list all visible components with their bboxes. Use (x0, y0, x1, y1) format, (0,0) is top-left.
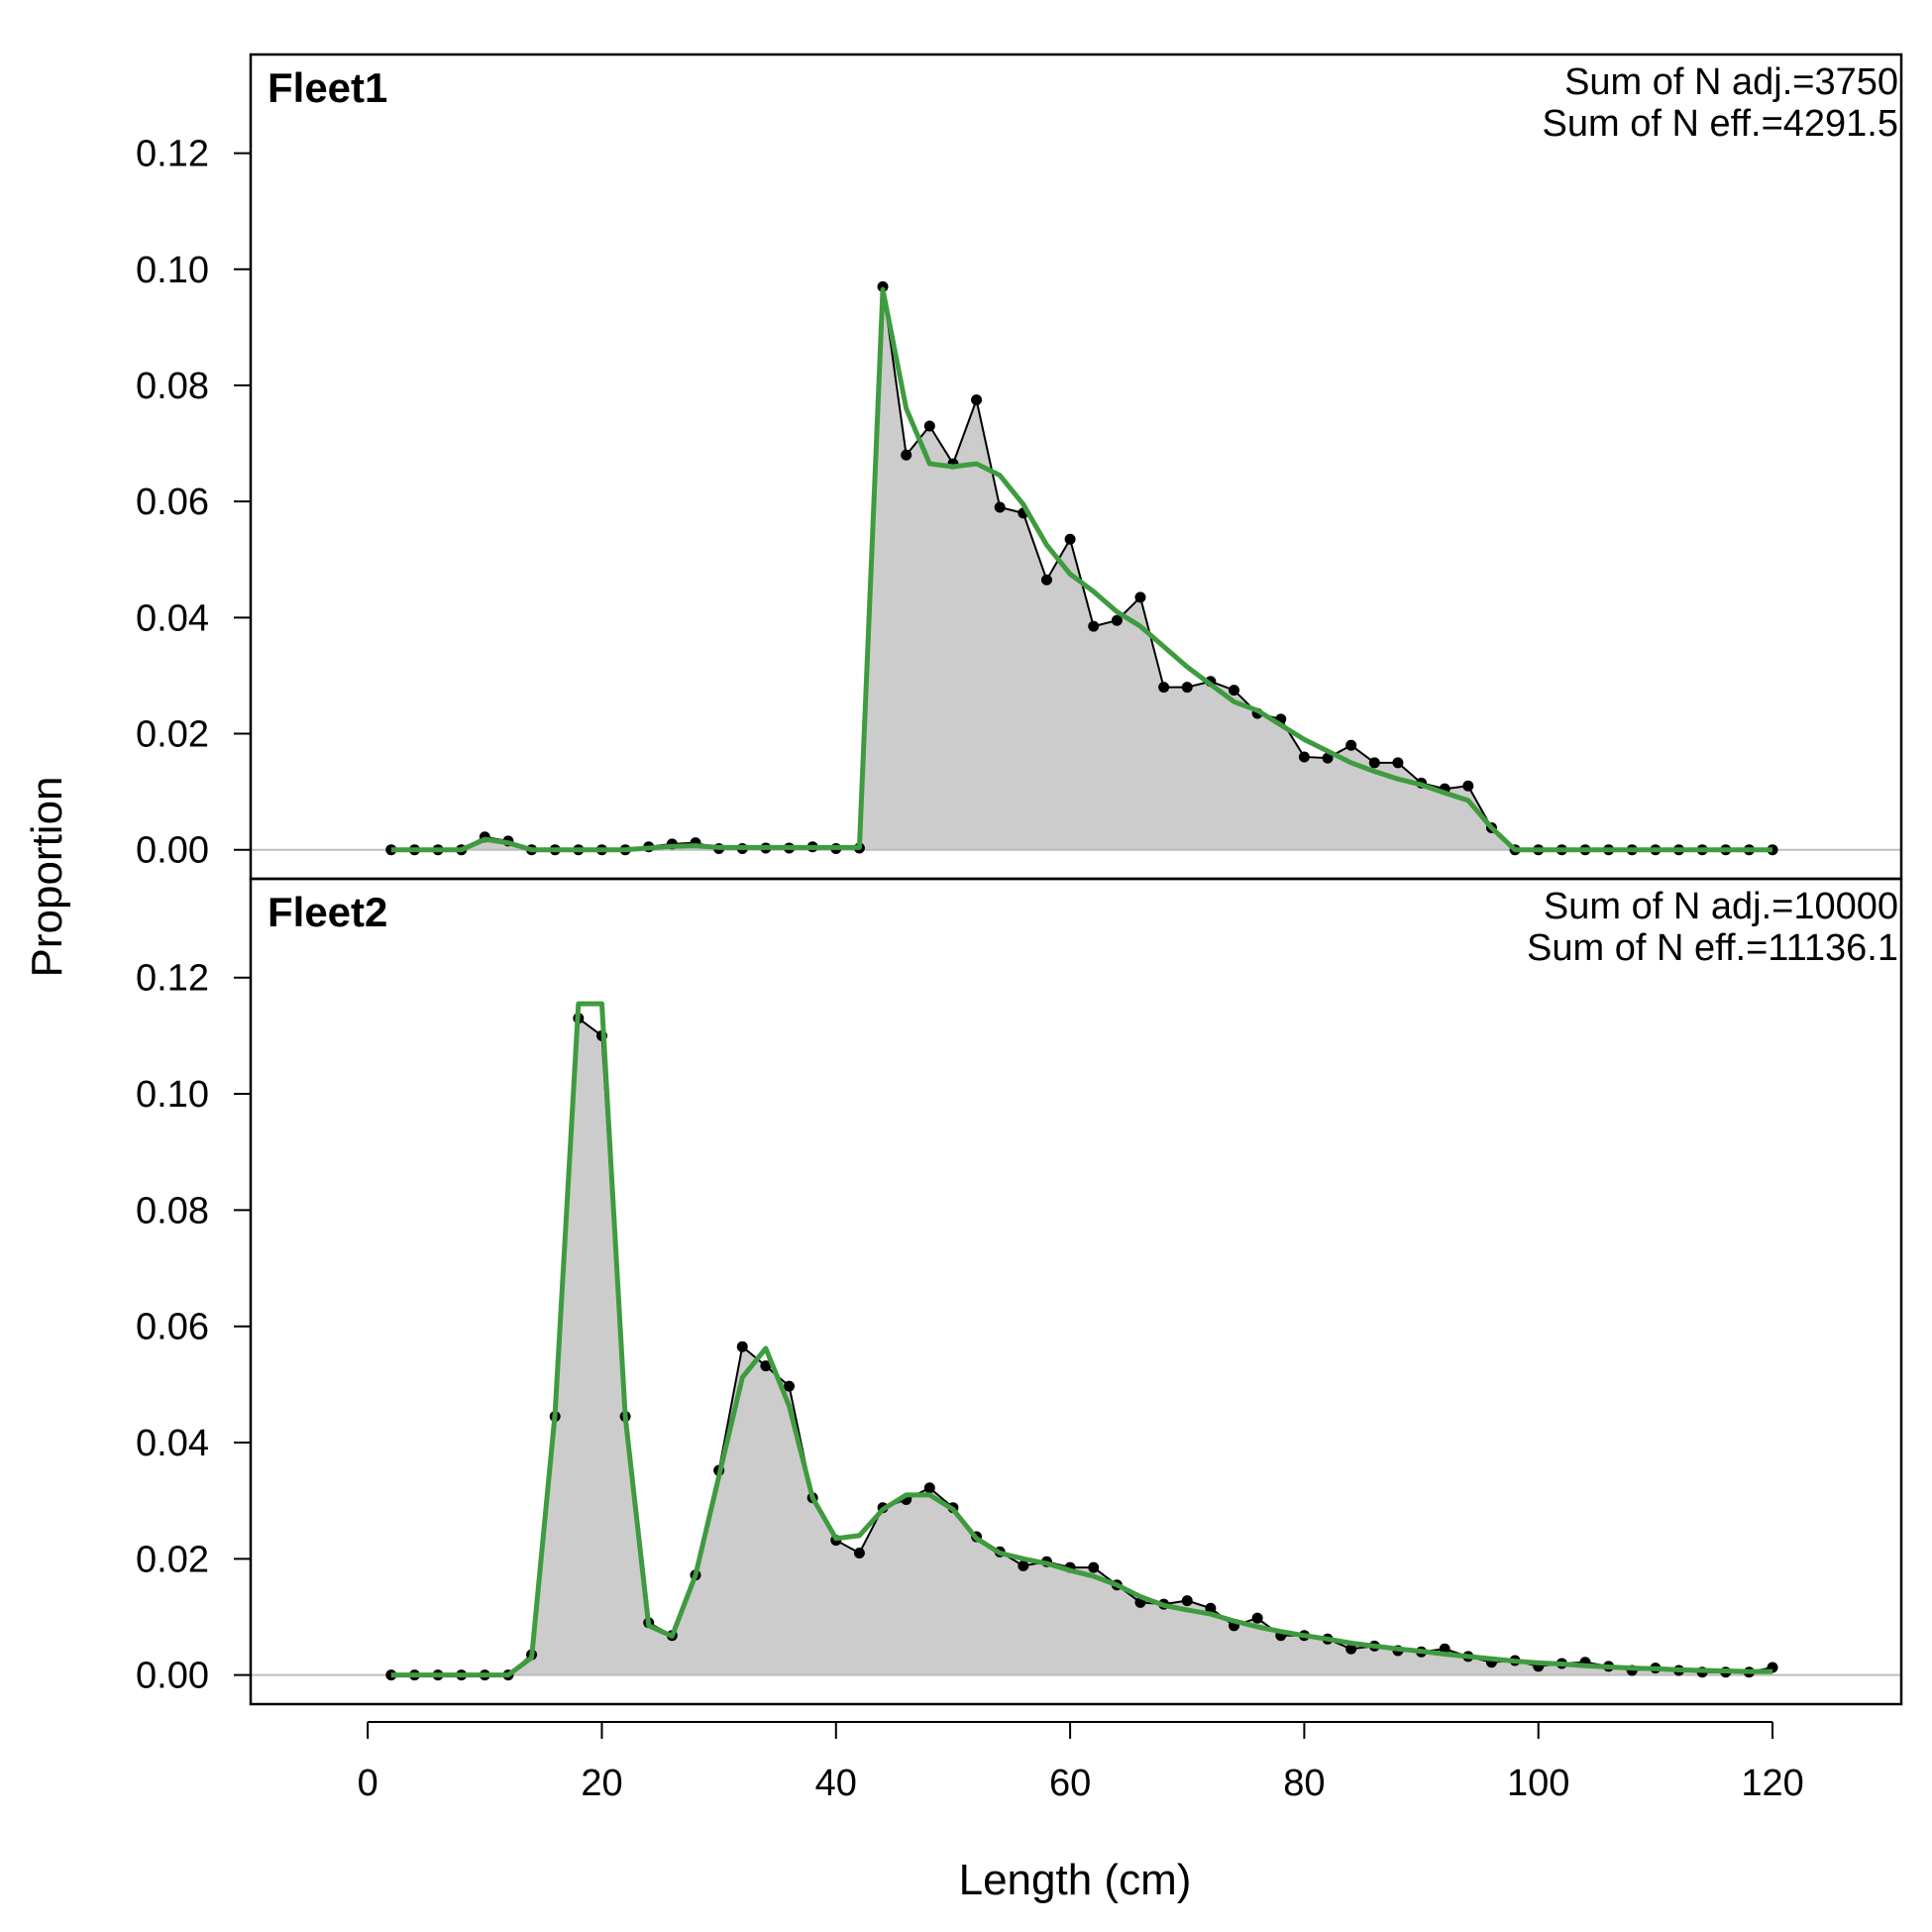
observed-point (1158, 682, 1170, 694)
chart-panels: 0.00 0.02 0.04 0.06 0.08 0.10 0.12 Fleet1 Sum of… (136, 53, 1903, 1706)
y-axis-title: Proportion (23, 776, 71, 977)
observed-point (1088, 620, 1100, 632)
observed-point (1181, 1595, 1193, 1607)
panel-title: Fleet2 (268, 889, 387, 935)
observed-point (923, 1482, 935, 1494)
y-tick-label: 0.04 (136, 597, 209, 639)
panel-note: Sum of N adj.=10000 (1544, 886, 1898, 927)
y-tick-label: 0.08 (136, 366, 209, 407)
observed-point (760, 1360, 772, 1372)
x-tick-label: 20 (581, 1763, 622, 1804)
x-tick-label: 40 (815, 1763, 857, 1804)
x-axis: 0 20 40 60 80 100 120 (358, 1721, 1804, 1804)
observed-point (1018, 1559, 1029, 1571)
observed-point (736, 1341, 748, 1352)
x-axis-title: Length (cm) (959, 1856, 1192, 1904)
y-tick-label: 0.06 (136, 1307, 209, 1348)
observed-area (390, 286, 1773, 850)
panel-note: Sum of N eff.=4291.5 (1543, 103, 1898, 145)
observed-point (877, 280, 889, 292)
y-tick-label: 0.10 (136, 1074, 209, 1116)
observed-point (1251, 1612, 1263, 1624)
observed-point (1322, 752, 1334, 764)
y-tick-label: 0.12 (136, 134, 209, 175)
panel-fleet2: 0.00 0.02 0.04 0.06 0.08 0.10 0.12 Fleet2 Sum of… (136, 877, 1903, 1706)
panel-note: Sum of N adj.=3750 (1564, 61, 1898, 103)
observed-point (1462, 780, 1474, 792)
y-tick-label: 0.04 (136, 1423, 209, 1464)
panel-fleet1: 0.00 0.02 0.04 0.06 0.08 0.10 0.12 Fleet1 Sum of… (136, 53, 1903, 881)
observed-point (853, 1547, 865, 1558)
observed-point (901, 449, 912, 461)
panel-note: Sum of N eff.=11136.1 (1527, 927, 1898, 969)
y-tick-label: 0.02 (136, 714, 209, 756)
x-tick-label: 0 (358, 1763, 378, 1804)
y-tick-label: 0.02 (136, 1539, 209, 1580)
observed-point (1392, 757, 1404, 769)
y-tick-label: 0.00 (136, 830, 209, 872)
observed-point (1134, 591, 1146, 603)
observed-point (1181, 682, 1193, 694)
expected-line (390, 1001, 1773, 1678)
observed-point (1040, 574, 1052, 586)
observed-point (1064, 533, 1076, 545)
x-tick-label: 120 (1741, 1763, 1803, 1804)
y-tick-label: 0.06 (136, 482, 209, 523)
observed-point (1088, 1561, 1100, 1573)
observed-area (390, 1018, 1773, 1675)
observed-point (1345, 739, 1357, 751)
y-tick-label: 0.10 (136, 250, 209, 291)
y-tick-label: 0.08 (136, 1190, 209, 1232)
observed-point (1298, 751, 1310, 763)
x-tick-label: 60 (1049, 1763, 1091, 1804)
observed-point (1368, 757, 1380, 769)
y-tick-label: 0.12 (136, 958, 209, 1000)
x-tick-label: 100 (1507, 1763, 1569, 1804)
expected-line (390, 286, 1773, 853)
observed-point (1111, 614, 1123, 626)
observed-point (923, 420, 935, 432)
panel-title: Fleet1 (268, 64, 387, 111)
observed-point (971, 394, 983, 406)
observed-point (994, 501, 1006, 513)
observed-point (784, 1380, 796, 1392)
x-tick-label: 80 (1283, 1763, 1325, 1804)
panel-border (249, 877, 1903, 1706)
observed-point (1205, 1602, 1217, 1614)
observed-point (1345, 1643, 1357, 1655)
observed-point (1229, 685, 1240, 697)
y-tick-label: 0.00 (136, 1656, 209, 1697)
